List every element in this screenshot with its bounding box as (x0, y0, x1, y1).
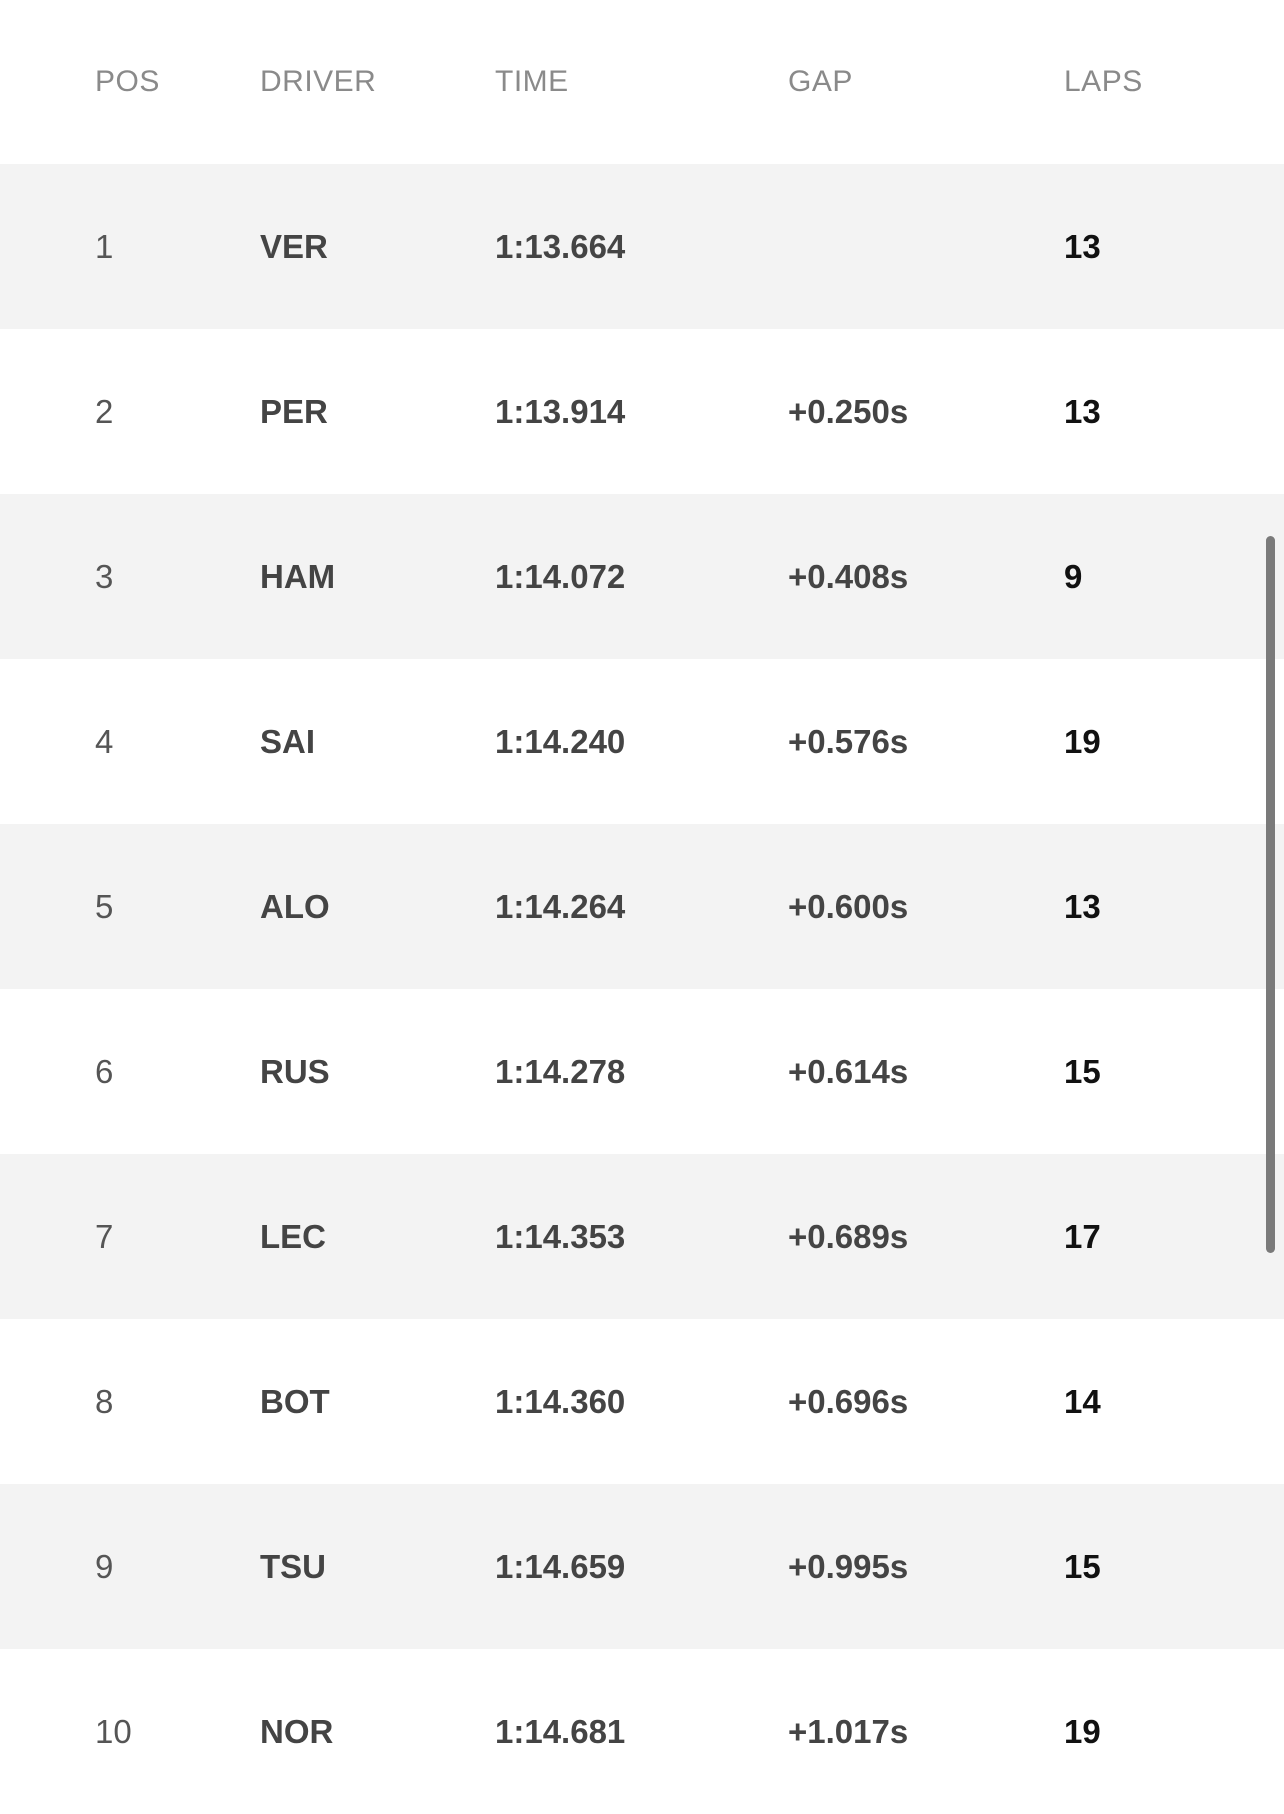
cell-pos: 7 (95, 1217, 114, 1255)
cell-time: 1:14.264 (495, 887, 626, 925)
cell-laps: 13 (1064, 227, 1101, 265)
cell-gap: +0.408s (788, 557, 909, 595)
cell-laps: 13 (1064, 887, 1101, 925)
cell-time: 1:14.681 (495, 1712, 626, 1750)
cell-pos: 5 (95, 887, 114, 925)
cell-time: 1:13.664 (495, 227, 626, 265)
cell-laps: 14 (1064, 1382, 1101, 1420)
cell-pos: 4 (95, 722, 114, 760)
cell-laps: 15 (1064, 1547, 1101, 1585)
table-row[interactable]: 2 PER 1:13.914 +0.250s 13 (0, 329, 1284, 494)
cell-time: 1:13.914 (495, 392, 626, 430)
cell-pos: 9 (95, 1547, 114, 1585)
cell-laps: 15 (1064, 1052, 1101, 1090)
cell-pos: 2 (95, 392, 114, 430)
cell-driver: BOT (260, 1382, 330, 1420)
header-gap: GAP (788, 65, 853, 98)
table-row[interactable]: 1 VER 1:13.664 13 (0, 164, 1284, 329)
scrollbar[interactable] (1266, 536, 1275, 1253)
cell-driver: PER (260, 392, 328, 430)
cell-laps: 13 (1064, 392, 1101, 430)
cell-gap: +0.600s (788, 887, 909, 925)
cell-time: 1:14.072 (495, 557, 626, 595)
cell-driver: VER (260, 227, 328, 265)
cell-gap: +0.614s (788, 1052, 909, 1090)
cell-gap: +1.017s (788, 1712, 909, 1750)
header-time: TIME (495, 65, 569, 98)
table-row[interactable]: 8 BOT 1:14.360 +0.696s 14 (0, 1319, 1284, 1484)
cell-laps: 17 (1064, 1217, 1101, 1255)
cell-pos: 3 (95, 557, 114, 595)
table-row[interactable]: 3 HAM 1:14.072 +0.408s 9 (0, 494, 1284, 659)
header-laps: LAPS (1064, 65, 1143, 98)
cell-driver: TSU (260, 1547, 326, 1585)
cell-driver: ALO (260, 887, 330, 925)
cell-gap: +0.696s (788, 1382, 909, 1420)
table-row[interactable]: 10 NOR 1:14.681 +1.017s 19 (0, 1649, 1284, 1814)
cell-driver: NOR (260, 1712, 334, 1750)
cell-pos: 1 (95, 227, 114, 265)
table-row[interactable]: 6 RUS 1:14.278 +0.614s 15 (0, 989, 1284, 1154)
cell-time: 1:14.659 (495, 1547, 626, 1585)
cell-time: 1:14.360 (495, 1382, 626, 1420)
table-header: POS DRIVER TIME GAP LAPS (0, 0, 1284, 164)
cell-gap: +0.576s (788, 722, 909, 760)
cell-time: 1:14.278 (495, 1052, 626, 1090)
cell-pos: 6 (95, 1052, 114, 1090)
cell-driver: HAM (260, 557, 336, 595)
table-row[interactable]: 7 LEC 1:14.353 +0.689s 17 (0, 1154, 1284, 1319)
cell-pos: 10 (95, 1712, 132, 1750)
cell-driver: SAI (260, 722, 316, 760)
cell-laps: 19 (1064, 1712, 1101, 1750)
table-row[interactable]: 5 ALO 1:14.264 +0.600s 13 (0, 824, 1284, 989)
cell-gap: +0.995s (788, 1547, 909, 1585)
table-row[interactable]: 4 SAI 1:14.240 +0.576s 19 (0, 659, 1284, 824)
cell-gap: +0.689s (788, 1217, 909, 1255)
cell-time: 1:14.240 (495, 722, 626, 760)
cell-laps: 19 (1064, 722, 1101, 760)
cell-driver: RUS (260, 1052, 330, 1090)
cell-pos: 8 (95, 1382, 114, 1420)
cell-gap: +0.250s (788, 392, 909, 430)
cell-driver: LEC (260, 1217, 326, 1255)
header-driver: DRIVER (260, 65, 377, 98)
header-pos: POS (95, 65, 160, 98)
cell-laps: 9 (1064, 557, 1083, 595)
table-row[interactable]: 9 TSU 1:14.659 +0.995s 15 (0, 1484, 1284, 1649)
cell-time: 1:14.353 (495, 1217, 626, 1255)
